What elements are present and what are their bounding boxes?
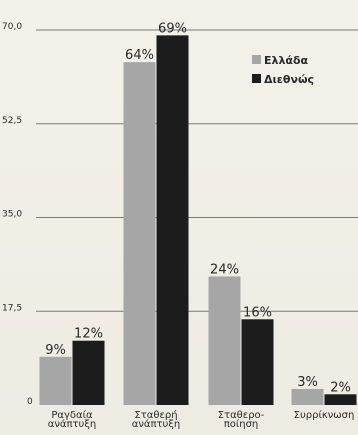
- bar-value-label: 3%: [297, 375, 318, 390]
- category-label-line: Σταθερο-: [218, 410, 265, 421]
- bar-greece: [39, 356, 72, 405]
- legend-label-international: Διεθνώς: [264, 73, 314, 86]
- y-tick-label: 17,5: [2, 303, 22, 313]
- legend-label-greece: Ελλάδα: [264, 54, 309, 67]
- y-axis-ticks: 0 17,5 35,0 52,5 70,0: [2, 22, 33, 407]
- category-label-line: Ραγδαία: [51, 409, 93, 421]
- bar-value-label: 2%: [330, 380, 351, 395]
- category-label-line: Σταθερή: [134, 409, 177, 421]
- bar-greece: [291, 388, 324, 405]
- bar-international: [72, 340, 105, 405]
- category-label-line: ανάπτυξη: [132, 418, 181, 430]
- y-tick-label: 35,0: [2, 210, 22, 220]
- bar-international: [324, 394, 357, 405]
- category-label: Ραγδαία ανάπτυξη: [48, 409, 97, 430]
- category-label-line: Συρρίκνωση: [294, 409, 355, 421]
- bar-value-label: 12%: [74, 327, 103, 342]
- data-labels: 9% 64% 24% 3% 12% 69% 16% 2%: [45, 21, 351, 395]
- y-tick-label: 70,0: [2, 22, 22, 32]
- category-label: Συρρίκνωση: [294, 409, 355, 421]
- bars: [39, 35, 357, 406]
- bar-international: [156, 35, 189, 405]
- category-label: Σταθερή ανάπτυξη: [132, 409, 181, 430]
- y-tick-label: 52,5: [2, 116, 22, 126]
- legend: Ελλάδα Διεθνώς: [252, 54, 314, 86]
- bar-value-label: 16%: [243, 305, 272, 320]
- bar-greece: [123, 62, 156, 406]
- bar-greece: [208, 276, 241, 405]
- bar-value-label: 24%: [210, 262, 239, 277]
- gridlines: [36, 29, 358, 312]
- category-label-line: ανάπτυξη: [48, 418, 97, 430]
- legend-swatch-greece: [252, 55, 261, 64]
- category-label: Σταθερο-ποίηση: [218, 410, 265, 430]
- bar-value-label: 9%: [45, 343, 66, 358]
- category-label-line: ποίηση: [224, 418, 259, 430]
- legend-swatch-international: [252, 74, 261, 83]
- y-tick-label: 0: [27, 397, 33, 407]
- bar-value-label: 69%: [158, 21, 187, 36]
- bar-international: [241, 319, 274, 405]
- bar-value-label: 64%: [125, 48, 154, 63]
